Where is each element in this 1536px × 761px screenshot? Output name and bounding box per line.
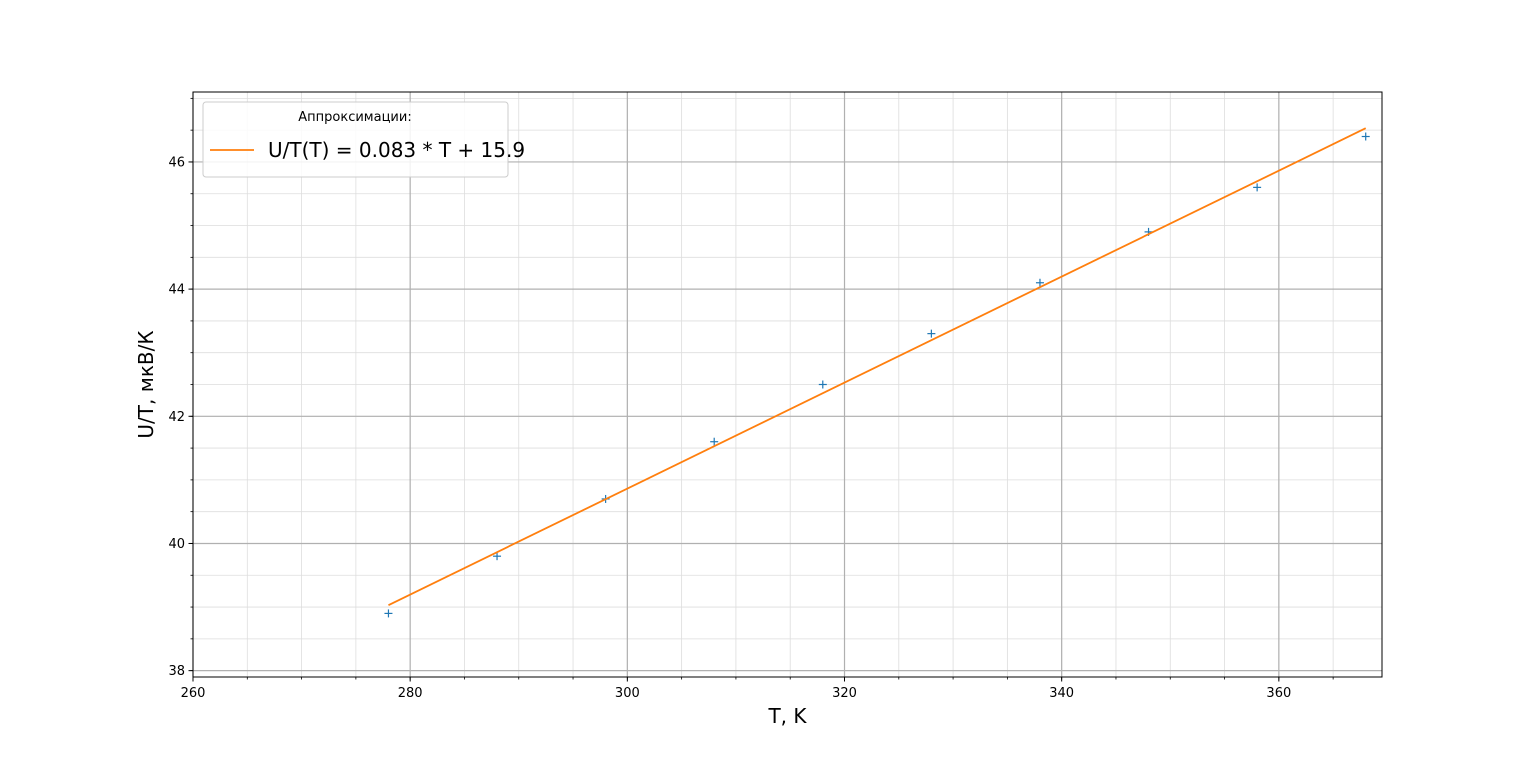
data-point [384, 609, 393, 618]
x-tick-label: 340 [1049, 686, 1074, 701]
data-point [927, 329, 936, 338]
legend-entry-fit: U/T(T) = 0.083 * T + 15.9 [268, 138, 525, 162]
legend-title: Аппроксимации: [298, 110, 411, 125]
plot-area: 260 280 300 320 340 360 38 40 42 44 46 [168, 91, 1383, 701]
x-axis-label: T, K [767, 704, 807, 728]
y-axis-label: U/T, мкВ/К [134, 330, 158, 438]
data-point [493, 552, 502, 561]
y-tick-label: 40 [168, 537, 185, 552]
data-point [1035, 278, 1044, 287]
y-tick-label: 46 [168, 155, 185, 170]
x-tick-label: 320 [832, 686, 857, 701]
legend: Аппроксимации: U/T(T) = 0.083 * T + 15.9 [202, 101, 525, 178]
x-tick-label: 260 [181, 686, 206, 701]
fit-line [388, 127, 1367, 606]
data-point [1253, 183, 1262, 192]
series-layer [384, 127, 1370, 618]
y-tick-label: 44 [168, 283, 185, 298]
legend-box [202, 101, 509, 178]
x-tick-label: 360 [1266, 686, 1291, 701]
data-point [710, 437, 719, 446]
x-tick-label: 280 [398, 686, 423, 701]
x-tick-label: 300 [615, 686, 640, 701]
y-tick-label: 42 [168, 410, 185, 425]
ticks-layer: 260 280 300 320 340 360 38 40 42 44 46 [168, 97, 1334, 701]
data-point [818, 380, 827, 389]
data-point [1361, 132, 1370, 141]
y-tick-label: 38 [168, 664, 185, 679]
